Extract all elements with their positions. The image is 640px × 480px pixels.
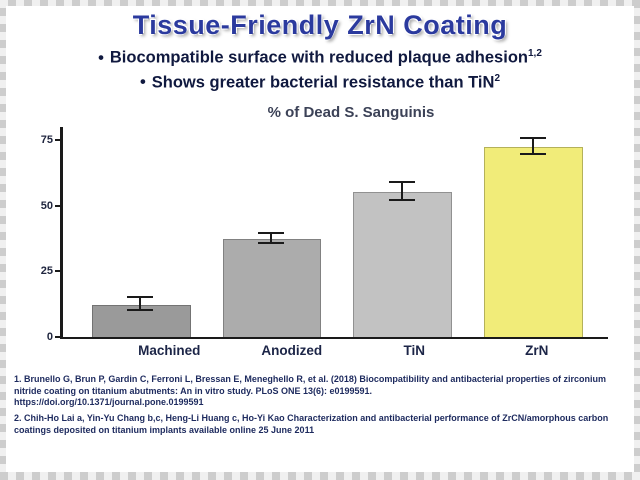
error-bar-tin xyxy=(388,180,415,201)
error-bar-machined xyxy=(127,296,154,311)
bullet-list: • Biocompatible surface with reduced plaq… xyxy=(6,48,634,92)
slide-title: Tissue-Friendly ZrN Coating xyxy=(132,10,508,40)
bar-zrn xyxy=(484,147,583,337)
footnote-1: 1. Brunello G, Brun P, Gardin C, Ferroni… xyxy=(14,374,624,409)
y-tick-labels: 0 25 50 75 xyxy=(27,127,55,343)
bar-anodized xyxy=(222,238,322,337)
chart-title: % of Dead S. Sanguinis xyxy=(267,104,435,121)
error-bar-anodized xyxy=(258,231,285,244)
y-tick-50 xyxy=(55,204,61,207)
bar-slot-tin xyxy=(337,127,468,337)
bullet-bacterial-resistance: • Shows greater bacterial resistance than… xyxy=(6,73,634,93)
bullet-icon: • xyxy=(139,73,146,91)
y-tick-25 xyxy=(55,270,61,273)
bullet-icon: • xyxy=(98,48,104,67)
bullet-biocompatible: • Biocompatible surface with reduced plaq… xyxy=(6,48,634,68)
y-tick-label-0: 0 xyxy=(46,331,53,343)
bar-slot-machined xyxy=(75,127,206,337)
bar-slot-zrn xyxy=(467,127,598,337)
bar-slot-anodized xyxy=(206,127,337,337)
footnote-2: 2. Chih-Ho Lai a, Yin-Yu Chang b,c, Heng… xyxy=(14,413,624,436)
x-label-machined: Machined xyxy=(138,343,201,358)
plot-wrap: 0 25 50 75 Machined Anodized TiN ZrN xyxy=(41,127,608,358)
x-label-tin: TiN xyxy=(403,343,425,358)
x-label-zrn: ZrN xyxy=(525,343,549,358)
x-axis-labels: Machined Anodized TiN ZrN xyxy=(108,343,598,358)
bar-tin xyxy=(353,191,453,337)
y-tick-75 xyxy=(55,139,61,142)
error-bar-zrn xyxy=(519,137,546,155)
bullet-2-superscript: 2 xyxy=(494,72,500,84)
x-label-anodized: Anodized xyxy=(261,343,323,358)
bullet-1-text: Biocompatible surface with reduced plaqu… xyxy=(109,48,528,67)
y-tick-label-50: 50 xyxy=(40,199,53,212)
footnote-1-text: 1. Brunello G, Brun P, Gardin C, Ferroni… xyxy=(14,374,606,396)
bars-container xyxy=(63,127,608,337)
slide: Tissue-Friendly ZrN Coating • Biocompatib… xyxy=(6,6,634,472)
bar-chart: % of Dead S. Sanguinis 0 25 50 75 Machined A… xyxy=(24,104,618,358)
footnote-1-url: https://doi.org/10.1371/journal.pone.019… xyxy=(14,397,204,408)
bullet-2-text: Shows greater bacterial resistance than … xyxy=(151,73,495,91)
y-tick-label-75: 75 xyxy=(40,134,53,147)
bullet-1-superscript: 1,2 xyxy=(527,48,542,59)
y-tick-label-25: 25 xyxy=(40,265,53,278)
footnotes: 1. Brunello G, Brun P, Gardin C, Ferroni… xyxy=(14,374,624,436)
y-tick-0 xyxy=(55,336,61,338)
footnote-2-text: 2. Chih-Ho Lai a, Yin-Yu Chang b,c, Heng… xyxy=(14,413,609,435)
plot-area: 0 25 50 75 xyxy=(41,127,608,343)
